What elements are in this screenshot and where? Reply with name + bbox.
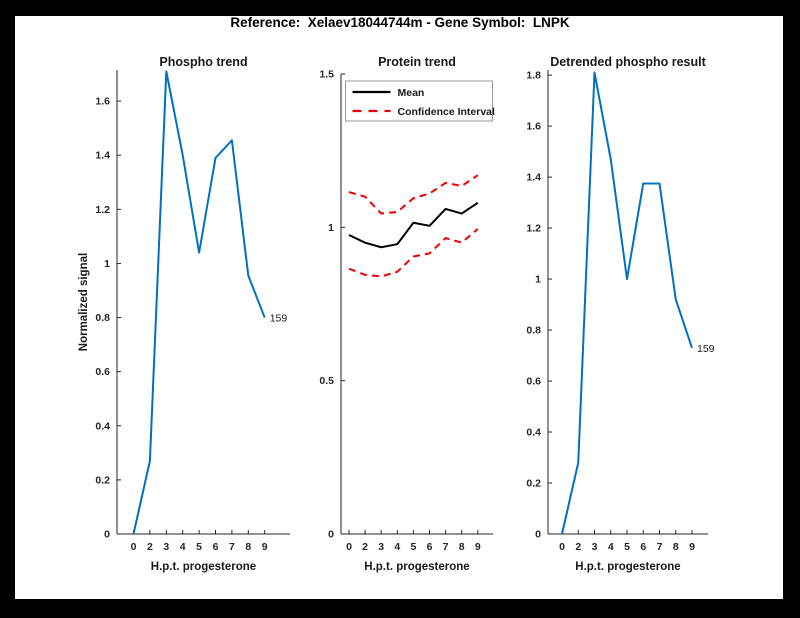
x-tick-label: 0 xyxy=(346,541,352,553)
figure-title: Reference: Xelaev18044744m - Gene Symbol… xyxy=(230,15,570,30)
plot-title: Protein trend xyxy=(378,55,456,69)
y-tick-label: 0 xyxy=(328,529,334,541)
series-end-label: 159 xyxy=(270,313,288,325)
y-axis-label: Normalized signal xyxy=(78,253,90,351)
y-tick-label: 0 xyxy=(104,529,110,541)
x-tick-label: 8 xyxy=(459,541,465,553)
x-tick-label: 4 xyxy=(180,541,186,553)
x-tick-label: 3 xyxy=(378,541,384,553)
x-tick-label: 9 xyxy=(262,541,268,553)
x-tick-label: 5 xyxy=(196,541,202,553)
y-tick-label: 1.4 xyxy=(95,150,110,162)
x-tick-label: 2 xyxy=(147,541,153,553)
x-tick-label: 4 xyxy=(608,541,614,553)
y-tick-label: 0.2 xyxy=(95,474,110,486)
y-tick-label: 0.4 xyxy=(95,420,110,432)
x-tick-label: 5 xyxy=(624,541,630,553)
y-tick-label: 0.2 xyxy=(526,478,541,490)
x-tick-label: 6 xyxy=(640,541,646,553)
plot-title: Phospho trend xyxy=(159,55,247,69)
y-tick-label: 0.5 xyxy=(319,375,334,387)
y-tick-label: 0.4 xyxy=(526,427,541,439)
x-tick-label: 7 xyxy=(443,541,449,553)
series-end-label: 159 xyxy=(697,343,715,355)
legend-entry-label: Confidence Interval xyxy=(398,106,496,118)
y-tick-label: 0.6 xyxy=(95,366,110,378)
x-tick-label: 8 xyxy=(673,541,679,553)
y-tick-label: 0.6 xyxy=(526,376,541,388)
series-line-mean xyxy=(348,201,479,249)
y-tick-label: 1.4 xyxy=(526,172,541,184)
y-tick-label: 1.2 xyxy=(526,223,541,235)
x-tick-label: 4 xyxy=(394,541,400,553)
series-line-confidence-interval-upper xyxy=(348,174,479,215)
y-tick-label: 0 xyxy=(535,529,541,541)
x-tick-label: 0 xyxy=(559,541,565,553)
y-tick-label: 1.2 xyxy=(95,204,110,216)
y-tick-label: 1 xyxy=(104,258,110,270)
legend-entry-label: Mean xyxy=(398,87,425,99)
y-tick-label: 1.6 xyxy=(526,121,541,133)
series-line-detrended-phospho-signal xyxy=(561,71,693,535)
y-tick-label: 1 xyxy=(328,222,334,234)
x-axis-label: H.p.t. progesterone xyxy=(151,561,256,573)
x-tick-label: 7 xyxy=(657,541,663,553)
legend-box xyxy=(345,80,493,122)
y-tick-label: 1.8 xyxy=(526,70,541,82)
x-tick-label: 3 xyxy=(163,541,169,553)
x-tick-label: 0 xyxy=(131,541,137,553)
x-axis-label: H.p.t. progesterone xyxy=(575,561,680,573)
y-tick-label: 1 xyxy=(535,274,541,286)
x-tick-label: 8 xyxy=(245,541,251,553)
series-line-confidence-interval-lower xyxy=(348,228,479,278)
y-tick-label: 1.5 xyxy=(319,69,334,81)
x-tick-label: 9 xyxy=(689,541,695,553)
x-axis-label: H.p.t. progesterone xyxy=(364,561,469,573)
y-tick-label: 0.8 xyxy=(526,325,541,337)
y-tick-label: 1.6 xyxy=(95,96,110,108)
x-tick-label: 2 xyxy=(575,541,581,553)
x-tick-label: 6 xyxy=(427,541,433,553)
x-tick-label: 2 xyxy=(362,541,368,553)
plot-title: Detrended phospho result xyxy=(550,55,706,69)
x-tick-label: 3 xyxy=(592,541,598,553)
subplot-phospho-trend: 0 2 3 4 5 6 7 8 900.20.40.60.811.21.41.6Phospho … xyxy=(78,55,290,573)
legend: Mean Confidence Interval xyxy=(345,80,496,122)
x-tick-label: 9 xyxy=(475,541,481,553)
x-tick-label: 5 xyxy=(410,541,416,553)
y-tick-label: 0.8 xyxy=(95,312,110,324)
series-line-phospho-signal xyxy=(132,70,266,535)
x-tick-label: 6 xyxy=(213,541,219,553)
x-tick-label: 7 xyxy=(229,541,235,553)
subplot-detrended-phospho-result: 0 2 3 4 5 6 7 8 900.20.40.60.811.21.41.61.8Detre… xyxy=(526,55,714,573)
